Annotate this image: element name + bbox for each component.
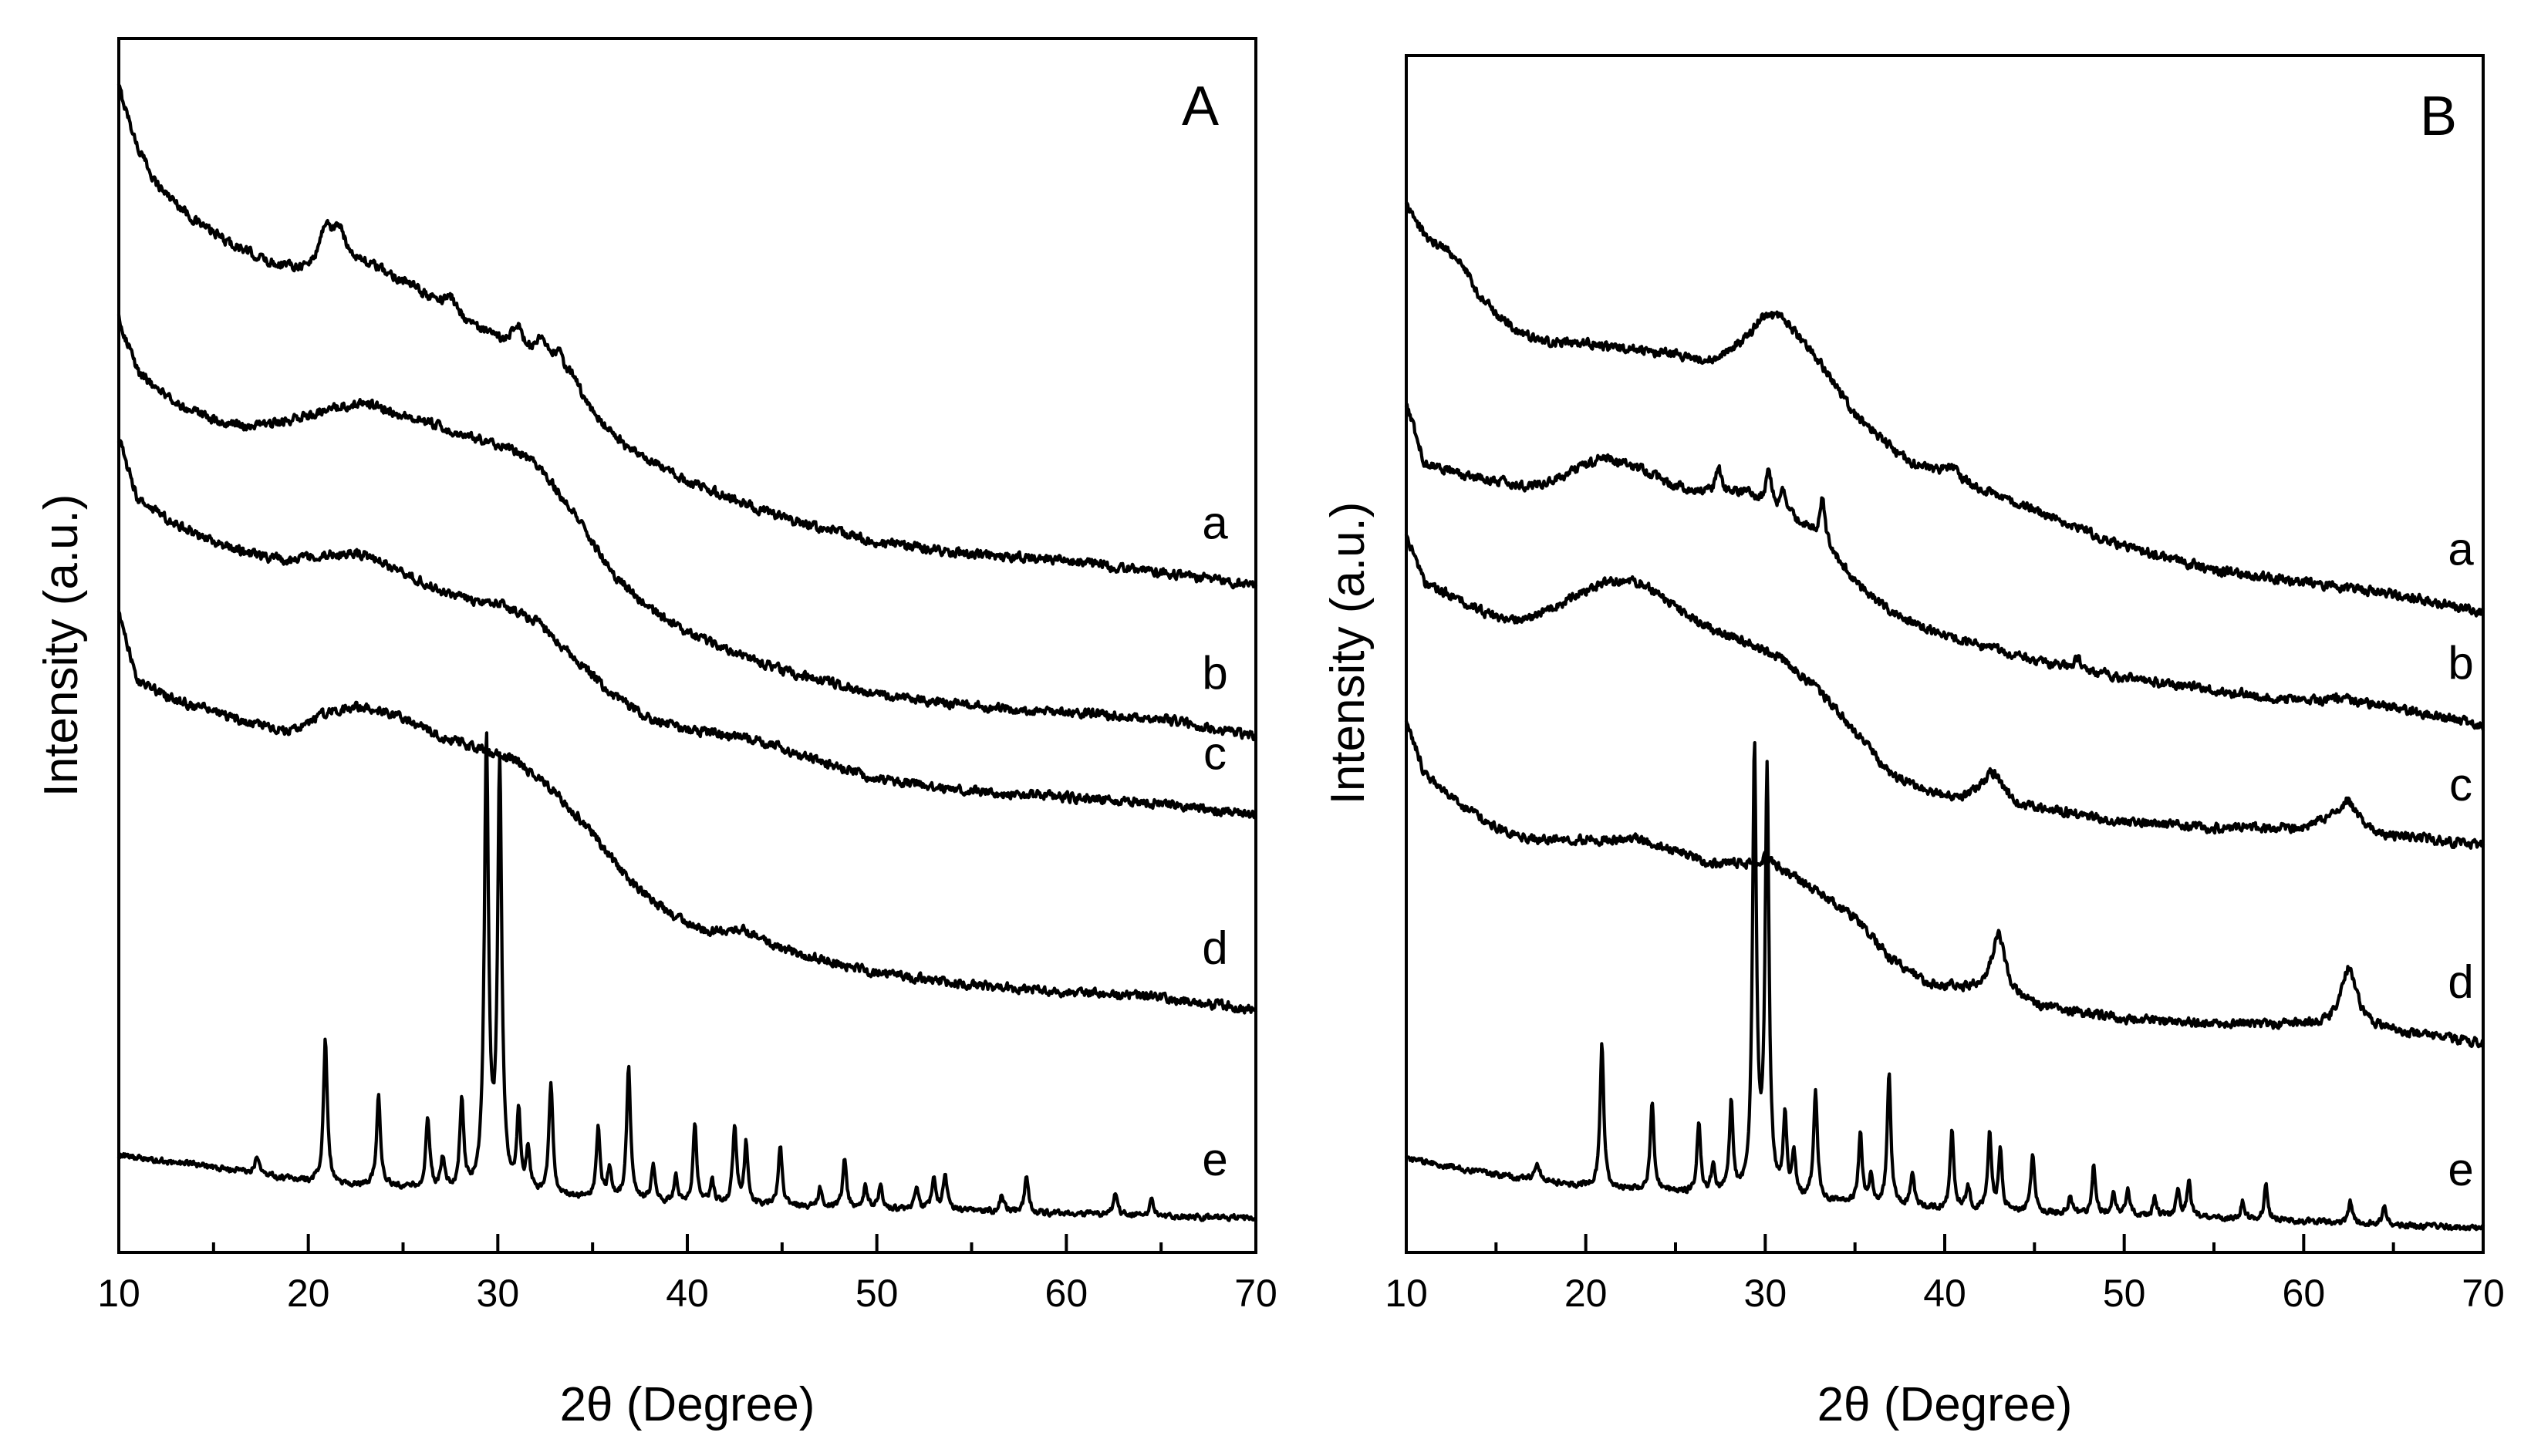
trace-label-a: a: [1202, 497, 1228, 548]
x-tick-label: 30: [1744, 1272, 1787, 1315]
trace-label-b: b: [2448, 637, 2473, 689]
panel-b-traces: [1404, 201, 2485, 1232]
x-tick-label: 20: [1564, 1272, 1608, 1315]
xrd-trace-c: [1404, 533, 2485, 850]
trace-label-c: c: [1203, 728, 1227, 780]
panel-b-trace-labels: a b c d e: [2448, 523, 2474, 1195]
trace-label-d: d: [2448, 956, 2473, 1007]
xrd-trace-d: [116, 609, 1258, 1015]
x-tick-label: 30: [477, 1272, 520, 1315]
panel-a-x-ticks: [117, 1234, 1257, 1252]
panel-a-traces: [116, 83, 1258, 1222]
x-tick-label: 40: [666, 1272, 709, 1315]
panel-a-label: A: [1182, 76, 1219, 137]
panel-b-y-axis-title: Intensity (a.u.): [1321, 502, 1375, 805]
x-tick-label: 10: [97, 1272, 140, 1315]
trace-label-a: a: [2448, 523, 2474, 575]
panel-b-x-tick-labels: 10 20 30 40 50 60 70: [1385, 1272, 2505, 1315]
x-tick-label: 40: [1923, 1272, 1966, 1315]
trace-label-e: e: [2448, 1144, 2473, 1195]
xrd-trace-e: [116, 731, 1258, 1222]
trace-label-b: b: [1202, 647, 1227, 699]
trace-label-d: d: [1202, 922, 1227, 973]
x-tick-label: 70: [2462, 1272, 2505, 1315]
panel-a-frame: [117, 37, 1257, 1254]
panel-a-x-axis-title: 2θ (Degree): [560, 1378, 815, 1431]
x-tick-label: 70: [1234, 1272, 1277, 1315]
x-tick-label: 60: [1045, 1272, 1088, 1315]
x-tick-label: 10: [1385, 1272, 1428, 1315]
xrd-trace-c: [116, 438, 1258, 820]
panel-a-x-tick-labels: 10 20 30 40 50 60 70: [97, 1272, 1277, 1315]
panel-a: 10 20 30 40 50 60 70 a bc d e A 2θ (Degree) Inten…: [35, 37, 1277, 1431]
xrd-trace-d: [1404, 720, 2485, 1049]
xrd-trace-b: [116, 313, 1258, 742]
x-tick-label: 20: [287, 1272, 330, 1315]
panel-b-label: B: [2420, 86, 2457, 147]
xrd-trace-e: [1404, 741, 2485, 1232]
panel-a-trace-labels: a bc d e: [1202, 497, 1228, 1185]
panel-b-frame: [1405, 54, 2485, 1254]
x-tick-label: 50: [855, 1272, 899, 1315]
panel-b: 10 20 30 40 50 60 70 a b c d e B 2θ (Degree) Inten…: [1321, 54, 2505, 1431]
trace-label-c: c: [2449, 759, 2472, 811]
x-tick-label: 60: [2283, 1272, 2326, 1315]
panel-a-y-axis-title: Intensity (a.u.): [35, 494, 88, 797]
xrd-trace-a: [116, 83, 1258, 590]
panel-b-x-ticks: [1405, 1234, 2485, 1252]
trace-label-e: e: [1202, 1134, 1227, 1185]
xrd-trace-b: [1404, 403, 2485, 733]
panel-b-x-axis-title: 2θ (Degree): [1817, 1378, 2073, 1431]
xrd-trace-a: [1404, 201, 2485, 618]
x-tick-label: 50: [2103, 1272, 2146, 1315]
